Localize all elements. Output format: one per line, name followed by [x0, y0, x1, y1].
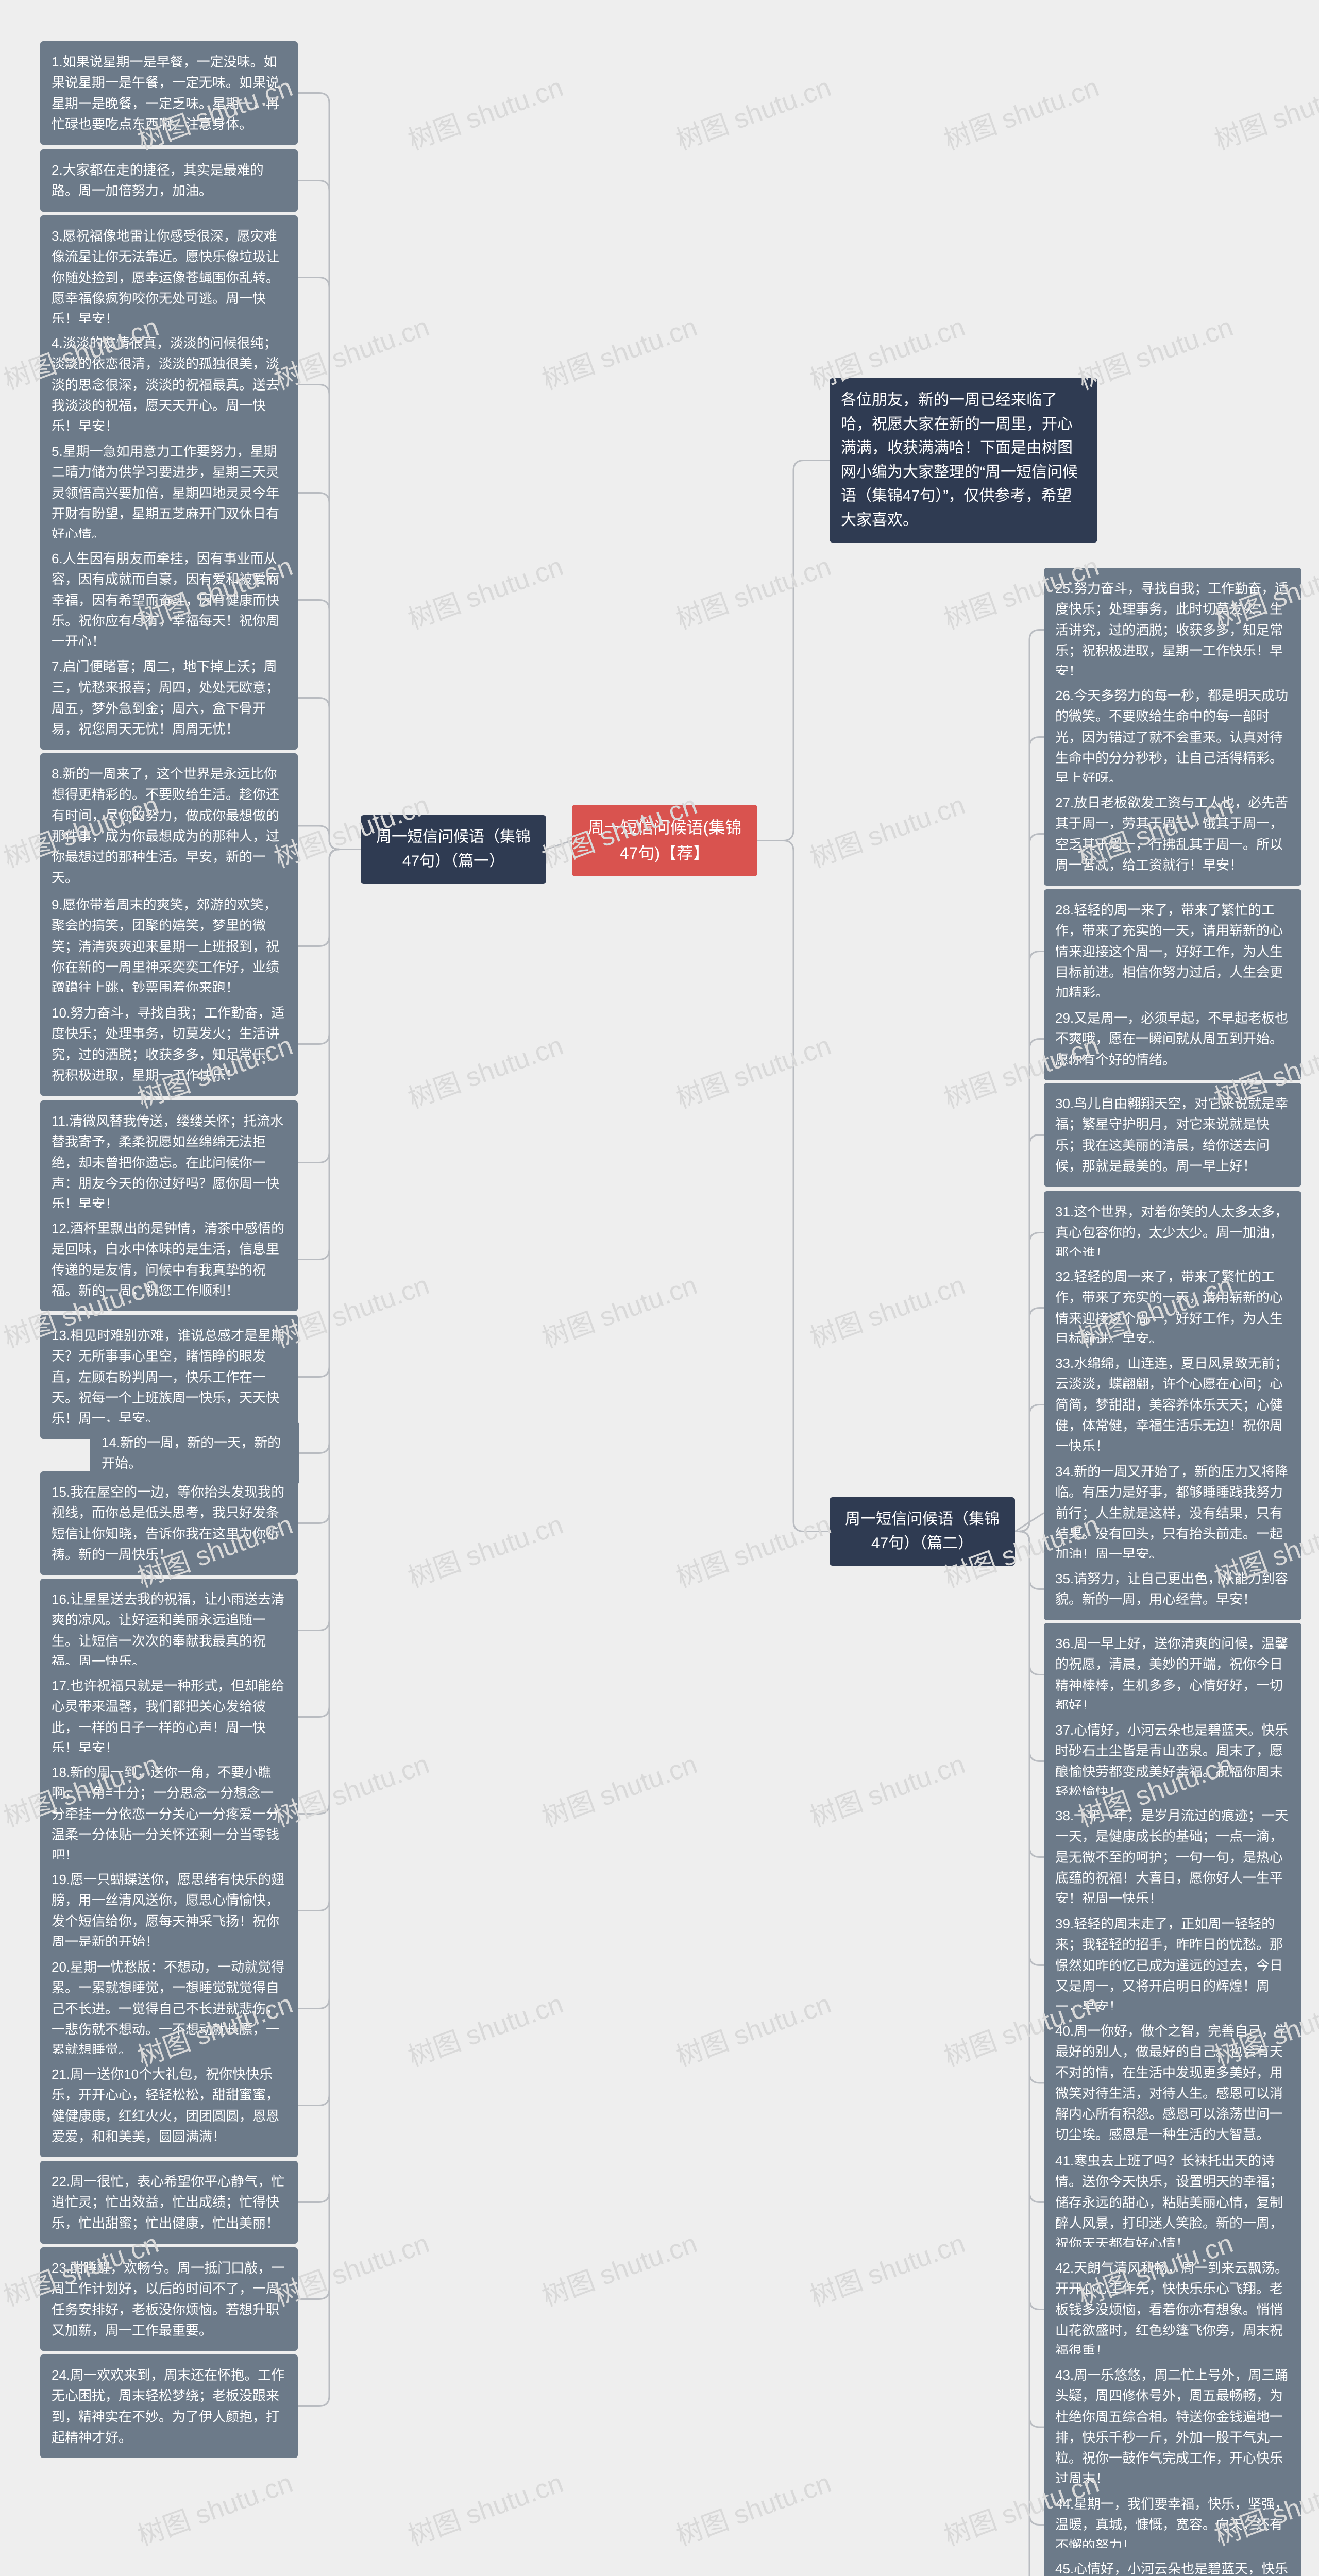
left-leaf-2: 2.大家都在走的捷径，其实是最难的路。周一加倍努力，加油。: [40, 149, 298, 212]
watermark: 树图 shutu.cn: [536, 1263, 702, 1355]
watermark: 树图 shutu.cn: [670, 1982, 836, 2074]
watermark: 树图 shutu.cn: [670, 1503, 836, 1595]
watermark: 树图 shutu.cn: [670, 545, 836, 636]
watermark: 树图 shutu.cn: [938, 65, 1104, 157]
left-leaf-21: 21.周一送你10个大礼包，祝你快快乐乐，开开心心，轻轻松松，甜甜蜜蜜，健健康康…: [40, 2054, 298, 2157]
left-leaf-22: 22.周一很忙，表心希望你平心静气，忙逍忙灵；忙出效益，忙出成绩；忙得快乐，忙出…: [40, 2161, 298, 2244]
left-leaf-3: 3.愿祝福像地雷让你感受很深，愿灾难像流星让你无法靠近。愿快乐像垃圾让你随处捡到…: [40, 215, 298, 340]
watermark: 树图 shutu.cn: [402, 2461, 568, 2553]
watermark: 树图 shutu.cn: [1208, 65, 1319, 157]
left-leaf-9: 9.愿你带着周末的爽笑，郊游的欢笑，聚会的搞笑，团聚的嬉笑，梦里的微笑；清清爽爽…: [40, 884, 298, 1008]
branch-left: 周一短信问候语（集锦47句）（篇一）: [361, 815, 546, 884]
left-leaf-10: 10.努力奋斗，寻找自我；工作勤奋，适度快乐；处理事务，切莫发火；生活讲究，过的…: [40, 992, 298, 1096]
right-leaf-42: 42.天朗气清风和畅，周一到来云飘荡。开开心心工作先，快快乐乐心飞翔。老板钱多没…: [1044, 2247, 1301, 2371]
right-leaf-45: 45.心情好，小河云朵也是碧蓝天，快乐时，砂石土尘真是青山峦泉。周末好，愿酿愉快…: [1044, 2548, 1301, 2576]
watermark: 树图 shutu.cn: [670, 2461, 836, 2553]
watermark: 树图 shutu.cn: [402, 545, 568, 636]
left-leaf-5: 5.星期一急如用意力工作要努力，星期二晴力储为供学习要进步，星期三天灵灵领悟高兴…: [40, 431, 298, 555]
right-leaf-29: 29.又是周一，必须早起，不早起老板也不爽哦，愿在一瞬间就从周五到开始。愿你有个…: [1044, 997, 1301, 1080]
watermark: 树图 shutu.cn: [536, 2222, 702, 2313]
right-leaf-25: 25.努力奋斗，寻找自我；工作勤奋，适度快乐；处理事务，此时切莫发火；生活讲究，…: [1044, 568, 1301, 692]
watermark: 树图 shutu.cn: [536, 305, 702, 397]
left-leaf-1: 1.如果说星期一是早餐，一定没味。如果说星期一是午餐，一定无味。如果说星期一是晚…: [40, 41, 298, 145]
watermark: 树图 shutu.cn: [804, 1263, 970, 1355]
right-leaf-34: 34.新的一周又开始了，新的压力又将降临。有压力是好事，都够睡睡践我努力前行；人…: [1044, 1451, 1301, 1575]
right-leaf-28: 28.轻轻的周一来了，带来了繁忙的工作，带来了充实的一天，请用崭新的心情来迎接这…: [1044, 889, 1301, 1013]
watermark: 树图 shutu.cn: [131, 2461, 297, 2553]
right-leaf-39: 39.轻轻的周末走了，正如周一轻轻的来；我轻轻的招手，昨昨日的忧愁。那憬然如昨的…: [1044, 1903, 1301, 2027]
watermark: 树图 shutu.cn: [402, 1982, 568, 2074]
left-leaf-12: 12.酒杯里飘出的是钟情，清茶中感悟的是回味，白水中体味的是生活，信息里传递的是…: [40, 1208, 298, 1311]
left-leaf-20: 20.星期一忧愁版：不想动，一动就觉得累。一累就想睡觉，一想睡觉就觉得自己不长进…: [40, 1946, 298, 2071]
watermark: 树图 shutu.cn: [670, 65, 836, 157]
left-leaf-13: 13.相见时难别亦难，谁说总感才是星期天？无所事事心里空，睹悟睁的眼发直，左顾右…: [40, 1315, 298, 1439]
left-leaf-15: 15.我在屋空的一边，等你抬头发现我的视线，而你总是低头思考，我只好发条短信让你…: [40, 1471, 298, 1575]
watermark: 树图 shutu.cn: [402, 1503, 568, 1595]
watermark: 树图 shutu.cn: [536, 1742, 702, 1834]
watermark: 树图 shutu.cn: [402, 1024, 568, 1115]
right-leaf-35: 35.请努力，让自己更出色，从能力到容貌。新的一周，用心经营。早安！: [1044, 1558, 1301, 1620]
watermark: 树图 shutu.cn: [804, 2222, 970, 2313]
right-leaf-43: 43.周一乐悠悠，周二忙上号外，周三踊头疑，周四修休号外，周五最畅畅，为杜绝你周…: [1044, 2354, 1301, 2500]
left-leaf-7: 7.启门便睹喜；周二，地下掉上沃；周三，忧愁来报喜；周四，处处无欧意；周五，梦外…: [40, 646, 298, 750]
branch-right: 周一短信问候语（集锦47句）（篇二）: [830, 1497, 1015, 1566]
right-leaf-33: 33.水绵绵，山连连，夏日风景致无前；云淡淡，蝶翩翩，许个心愿在心间；心简简，梦…: [1044, 1343, 1301, 1467]
watermark: 树图 shutu.cn: [804, 1742, 970, 1834]
right-leaf-27: 27.放日老板欲发工资与工人也，必先苦其于周一，劳其于周一，饿其于周一，空乏其于…: [1044, 782, 1301, 886]
left-leaf-23: 23.酣睡醒，欢畅兮。周一抵门口敲，一周工作计划好，以后的时间不了，一周任务安排…: [40, 2247, 298, 2351]
left-leaf-18: 18.新的周一到，送你一角，不要小瞧啊，一角=十分；一分思念一分想念一分牵挂一分…: [40, 1752, 298, 1876]
intro-node: 各位朋友，新的一周已经来临了哈，祝愿大家在新的一周里，开心满满，收获满满哈！下面…: [830, 378, 1097, 543]
right-leaf-26: 26.今天多努力的每一秒，都是明天成功的微笑。不要败给生命中的每一部时光，因为错…: [1044, 675, 1301, 799]
watermark: 树图 shutu.cn: [402, 65, 568, 157]
right-leaf-38: 38.一年一年，是岁月流过的痕迹；一天一天，是健康成长的基础；一点一滴，是无微不…: [1044, 1795, 1301, 1919]
watermark: 树图 shutu.cn: [804, 783, 970, 875]
left-leaf-11: 11.清微风替我传送，缕缕关怀；托流水替我寄予，柔柔祝愿如丝绵绵无法拒绝，却未曾…: [40, 1100, 298, 1225]
right-leaf-30: 30.鸟儿自由翱翔天空，对它来说就是幸福；繁星守护明月，对它来说就是快乐；我在这…: [1044, 1083, 1301, 1187]
watermark: 树图 shutu.cn: [670, 1024, 836, 1115]
left-leaf-8: 8.新的一周来了，这个世界是永远比你想得更精彩的。不要败给生活。趁你还有时间，尽…: [40, 753, 298, 899]
right-leaf-40: 40.周一你好，做个之智，完善自己，学最好的别人，做最好的自己。也会有天不对的情…: [1044, 2010, 1301, 2156]
left-leaf-4: 4.淡淡的友情很真，淡淡的问候很纯；淡淡的依恋很清，淡淡的孤独很美，淡淡的思念很…: [40, 323, 298, 447]
right-leaf-41: 41.寒虫去上班了吗？长袜托出天的诗情。送你今天快乐，设置明天的幸福；储存永远的…: [1044, 2140, 1301, 2264]
left-leaf-6: 6.人生因有朋友而牵挂，因有事业而从容，因有成就而自豪，因有爱和被爱而幸福，因有…: [40, 538, 298, 662]
root-node: 周一短信问候语(集锦47句)【荐】: [572, 805, 757, 876]
left-leaf-24: 24.周一欢欢来到，周末还在怀抱。工作无心困扰，周末轻松梦绕；老板没跟来到，精神…: [40, 2354, 298, 2458]
